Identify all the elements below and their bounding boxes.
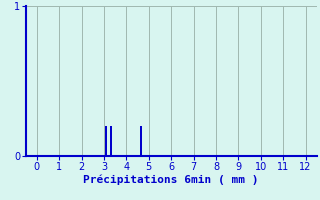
Bar <box>110 126 112 156</box>
Bar <box>140 126 142 156</box>
Bar <box>105 126 108 156</box>
X-axis label: Précipitations 6min ( mm ): Précipitations 6min ( mm ) <box>84 174 259 185</box>
